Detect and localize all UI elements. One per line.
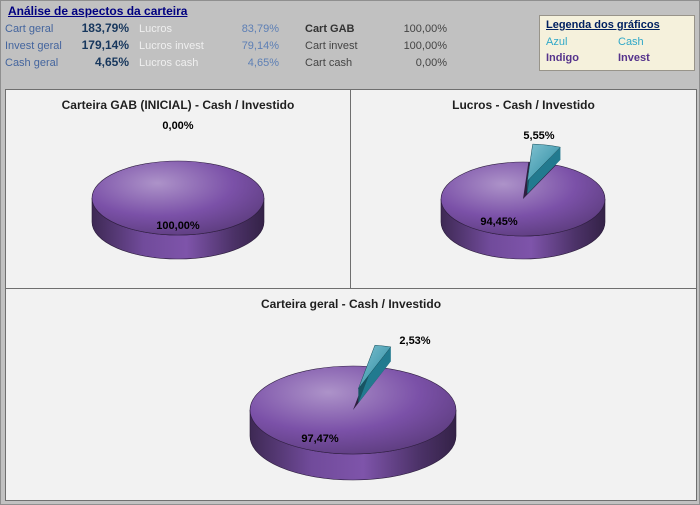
stats-row-invest-geral: Invest geral 179,14% Lucros invest 79,14… (5, 37, 535, 54)
legend-row-invest: Indigo Invest (546, 50, 688, 66)
stat-value: 0,00% (415, 57, 447, 69)
stats-row-cash-geral: Cash geral 4,65% Lucros cash 4,65% Cart … (5, 54, 535, 71)
page-title-link[interactable]: Análise de aspectos da carteira (8, 4, 188, 18)
stat-value: 4,65% (247, 57, 279, 69)
legend-title: Legenda dos gráficos (546, 19, 660, 31)
stat-value: 183,79% (81, 21, 129, 35)
chart-title: Carteira geral - Cash / Investido (260, 297, 442, 311)
stat-value: 4,65% (94, 55, 129, 69)
pie-label-invest: 100,00% (156, 220, 200, 232)
legend-color-name: Indigo (546, 52, 579, 64)
stat-label: Lucros cash (139, 57, 199, 69)
legend-series-name: Cash (618, 36, 644, 48)
stat-value: 100,00% (403, 23, 447, 35)
chart-panel-lucros: Lucros - Cash / Investido 5,55% 94,45% (351, 89, 697, 289)
stats-table: Cart geral 183,79% Lucros 83,79% Cart GA… (5, 20, 535, 71)
chart-legend-box: Legenda dos gráficos Azul Cash Indigo In… (539, 15, 695, 71)
chart-title: Lucros - Cash / Investido (452, 98, 595, 112)
pie-label-cash: 0,00% (162, 120, 194, 132)
stat-label: Cash geral (5, 57, 59, 69)
chart-panel-carteira-gab: Carteira GAB (INICIAL) - Cash / Investid… (5, 89, 351, 289)
legend-row-cash: Azul Cash (546, 34, 688, 50)
stat-label: Lucros (139, 23, 173, 35)
stat-value: 100,00% (403, 40, 447, 52)
charts-area: Carteira GAB (INICIAL) - Cash / Investid… (5, 89, 697, 501)
stat-label: Cart GAB (305, 23, 355, 35)
legend-color-name: Azul (546, 36, 568, 48)
stat-label: Cart cash (305, 57, 353, 69)
pie-label-invest: 97,47% (301, 433, 339, 445)
chart-title: Carteira GAB (INICIAL) - Cash / Investid… (61, 98, 295, 112)
stat-value: 179,14% (81, 38, 129, 52)
stat-value: 79,14% (241, 40, 279, 52)
pie-label-cash: 2,53% (399, 335, 431, 347)
legend-series-name: Invest (618, 52, 650, 64)
pie-chart-carteira-geral[interactable] (6, 311, 696, 497)
stats-row-cart-geral: Cart geral 183,79% Lucros 83,79% Cart GA… (5, 20, 535, 37)
stat-label: Cart invest (305, 40, 358, 52)
pie-chart-lucros[interactable] (351, 112, 695, 288)
pie-label-invest: 94,45% (480, 216, 518, 228)
stat-label: Lucros invest (139, 40, 204, 52)
stat-value: 83,79% (241, 23, 279, 35)
stat-label: Cart geral (5, 23, 54, 35)
pie-label-cash: 5,55% (523, 130, 555, 142)
stat-label: Invest geral (5, 40, 62, 52)
pie-chart-carteira-gab[interactable] (6, 112, 350, 288)
chart-panel-carteira-geral: Carteira geral - Cash / Investido 2,53% … (5, 289, 697, 501)
